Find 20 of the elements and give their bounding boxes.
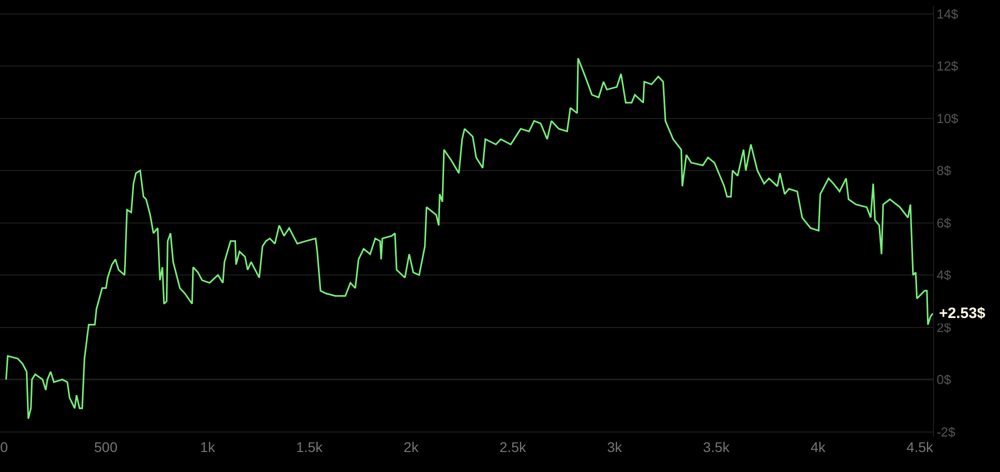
line-series [5,57,933,420]
x-tick-label: 500 [94,439,118,455]
x-tick-label: 4.5k [906,439,934,455]
x-tick-label: 2k [404,439,420,455]
y-tick-label: -2$ [936,424,956,440]
y-tick-label: 10$ [936,110,960,126]
x-tick-label: 4k [810,439,826,455]
y-tick-label: 4$ [936,268,952,283]
annotation: +2.53$ [939,305,986,322]
y-tick-label: 0$ [936,372,952,388]
y-tick-label: 14$ [936,6,960,22]
x-tick-label: 3k [607,439,623,455]
x-tick-label: 3.5k [703,439,731,455]
y-tick-label: 8$ [936,163,952,178]
x-tick-label: 1k [200,439,216,455]
y-tick-label: 12$ [936,58,960,74]
x-tick-label: 1.5k [296,439,324,455]
x-tick-label: 0 [0,439,8,455]
x-tick-label: 2.5k [500,439,528,455]
y-tick-label: 6$ [936,215,952,230]
